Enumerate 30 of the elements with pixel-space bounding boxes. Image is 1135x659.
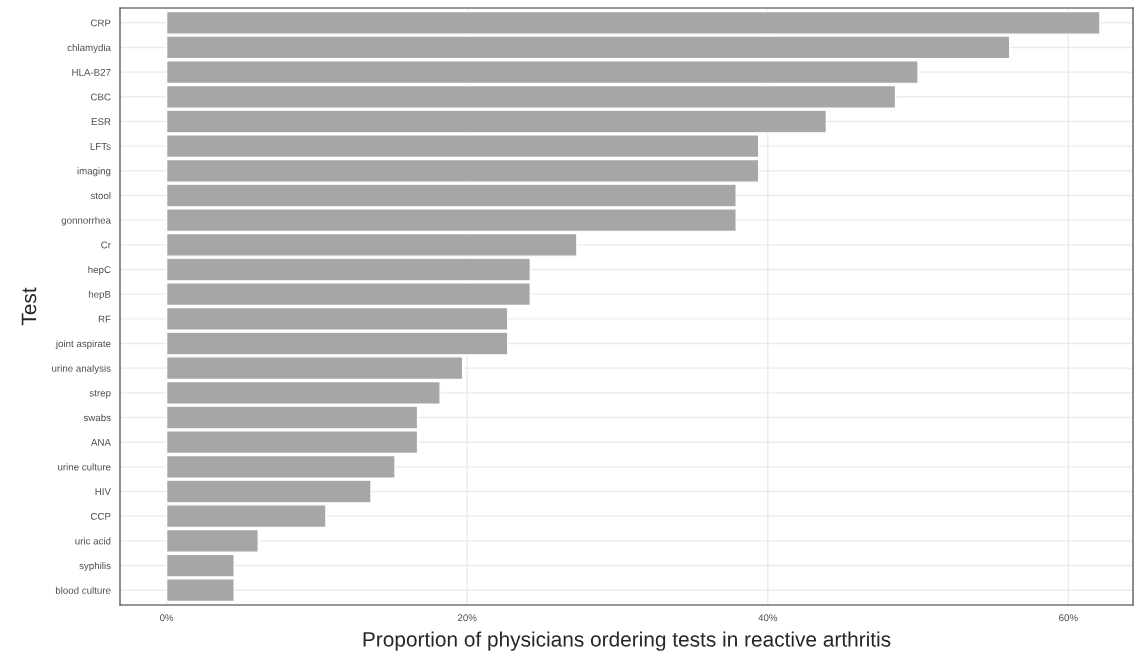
- y-tick-label: stool: [90, 191, 111, 200]
- y-tick-label: uric acid: [75, 537, 111, 545]
- y-tick-label: ESR: [91, 118, 111, 126]
- x-tick-label: 20%: [457, 614, 477, 622]
- x-tick-label: 40%: [758, 614, 778, 622]
- y-axis-title: Test: [21, 287, 37, 326]
- y-tick-label: HLA-B27: [72, 68, 111, 76]
- y-tick-label: HIV: [95, 488, 111, 496]
- y-tick-label: CRP: [90, 19, 111, 27]
- y-tick-label: swabs: [83, 413, 111, 422]
- y-tick-label: CCP: [90, 512, 111, 520]
- y-tick-label: imaging: [77, 167, 111, 177]
- y-tick-label: LFTs: [90, 142, 111, 150]
- x-tick-label: 60%: [1059, 614, 1078, 622]
- x-axis-title: Proportion of physicians ordering tests in reactive arthritis: [363, 631, 891, 651]
- y-tick-label: gonnorrhea: [61, 216, 111, 226]
- y-tick-label: hepB: [88, 290, 111, 300]
- y-tick-label: syphilis: [79, 562, 111, 572]
- y-tick-label: hepC: [88, 265, 111, 276]
- y-tick-label: chlamydia: [67, 43, 111, 54]
- y-tick-label: blood culture: [55, 586, 111, 594]
- x-tick-label: 0%: [159, 614, 174, 622]
- y-tick-label: joint aspirate: [55, 339, 111, 350]
- y-tick-label: RF: [98, 315, 111, 323]
- y-tick-label: CBC: [90, 93, 111, 101]
- y-tick-label: urine analysis: [52, 364, 111, 374]
- y-tick-label: Cr: [101, 241, 111, 249]
- y-tick-label: urine culture: [58, 463, 111, 471]
- y-tick-label: ANA: [91, 439, 111, 446]
- y-tick-label: strep: [89, 390, 111, 399]
